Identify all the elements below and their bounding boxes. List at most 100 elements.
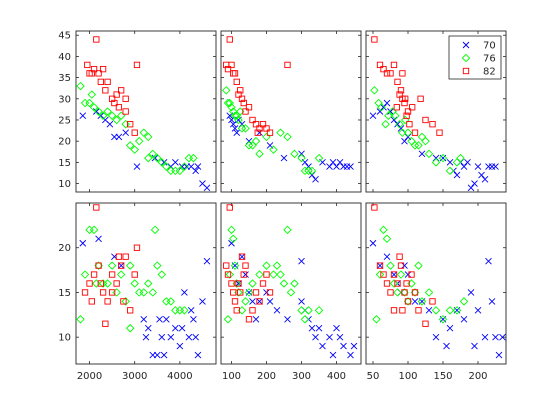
point-group-76 xyxy=(148,288,158,297)
point-group-76 xyxy=(244,141,254,150)
panel-r2-c2: 100 200 300 400 xyxy=(220,202,362,382)
point-group-82 xyxy=(111,99,118,107)
point-group-82 xyxy=(411,289,419,296)
point-group-82 xyxy=(266,129,274,136)
point-group-70 xyxy=(144,324,152,332)
point-group-76 xyxy=(116,270,126,279)
point-group-76 xyxy=(112,115,121,125)
point-group-70 xyxy=(298,150,305,158)
point-group-82 xyxy=(226,204,233,211)
point-group-76 xyxy=(300,166,310,176)
point-group-76 xyxy=(286,288,296,297)
panel-r2-c3: 50 100 150 200 xyxy=(365,202,507,382)
point-group-70 xyxy=(252,315,260,323)
point-group-82 xyxy=(233,78,240,85)
point-group-76 xyxy=(438,315,448,324)
point-group-70 xyxy=(319,342,326,350)
x-tick-label: 300 xyxy=(292,371,311,382)
point-group-70 xyxy=(79,112,87,120)
point-group-70 xyxy=(298,257,305,265)
point-group-70 xyxy=(387,108,394,115)
point-group-76 xyxy=(87,90,97,99)
point-group-70 xyxy=(460,163,468,170)
legend-label-82: 82 xyxy=(483,67,496,78)
point-group-76 xyxy=(153,153,162,163)
point-group-82 xyxy=(233,307,240,314)
point-group-76 xyxy=(157,158,167,167)
point-group-76 xyxy=(157,270,167,279)
point-group-82 xyxy=(404,298,412,305)
point-group-82 xyxy=(266,289,274,296)
point-group-76 xyxy=(395,119,404,129)
point-group-82 xyxy=(436,129,443,136)
point-group-76 xyxy=(381,119,390,129)
point-group-76 xyxy=(431,306,441,315)
point-group-82 xyxy=(95,70,102,77)
point-group-82 xyxy=(396,253,403,260)
point-group-82 xyxy=(88,298,95,305)
point-group-76 xyxy=(456,153,465,163)
point-group-70 xyxy=(172,324,179,332)
point-group-76 xyxy=(414,141,423,150)
point-group-76 xyxy=(283,225,292,235)
point-group-70 xyxy=(167,333,175,341)
point-group-82 xyxy=(93,36,100,43)
point-group-70 xyxy=(326,333,333,341)
point-group-82 xyxy=(93,204,100,211)
point-group-76 xyxy=(189,153,198,163)
x-tick-label: 200 xyxy=(468,371,487,382)
point-group-82 xyxy=(240,271,247,278)
point-group-70 xyxy=(160,351,168,359)
point-group-70 xyxy=(467,184,475,192)
point-group-70 xyxy=(390,116,398,124)
point-group-82 xyxy=(131,129,138,136)
point-group-70 xyxy=(229,120,237,128)
point-group-70 xyxy=(190,315,197,323)
point-group-76 xyxy=(431,158,441,167)
x-tick-label: 150 xyxy=(433,371,452,382)
point-group-82 xyxy=(401,289,408,296)
point-group-76 xyxy=(162,162,171,171)
point-group-82 xyxy=(113,91,120,98)
point-group-76 xyxy=(410,141,420,150)
point-group-70 xyxy=(333,163,340,170)
point-group-76 xyxy=(290,279,299,288)
point-group-76 xyxy=(300,315,310,324)
point-group-76 xyxy=(125,323,135,333)
axes-frame xyxy=(75,30,217,193)
point-group-76 xyxy=(107,261,117,270)
point-group-70 xyxy=(280,154,288,162)
point-group-70 xyxy=(181,289,188,296)
point-group-70 xyxy=(425,307,433,314)
point-group-82 xyxy=(224,271,232,278)
point-group-82 xyxy=(84,61,91,69)
point-group-76 xyxy=(251,136,261,146)
legend-marker-76 xyxy=(461,53,471,63)
point-group-76 xyxy=(384,111,393,120)
point-group-76 xyxy=(153,261,162,270)
point-group-70 xyxy=(347,163,354,170)
point-group-76 xyxy=(144,279,153,288)
point-group-82 xyxy=(231,298,239,305)
point-group-82 xyxy=(429,121,436,128)
point-group-76 xyxy=(377,103,386,112)
point-group-82 xyxy=(245,104,253,111)
point-group-70 xyxy=(397,125,405,132)
point-group-70 xyxy=(499,333,506,341)
point-group-76 xyxy=(227,225,236,235)
point-group-82 xyxy=(86,280,93,287)
panel-r2-c1: 10 15 20 2000 3000 4000 xyxy=(58,202,217,382)
point-group-76 xyxy=(225,98,234,108)
point-group-76 xyxy=(421,136,430,146)
point-group-76 xyxy=(241,297,250,306)
point-group-82 xyxy=(118,87,125,94)
point-group-70 xyxy=(464,159,471,166)
point-group-70 xyxy=(176,342,184,350)
point-group-70 xyxy=(446,159,454,166)
point-group-70 xyxy=(453,171,461,179)
point-group-82 xyxy=(240,99,247,107)
points-layer xyxy=(223,204,358,359)
point-group-76 xyxy=(255,149,264,159)
point-group-76 xyxy=(283,132,292,142)
point-group-70 xyxy=(432,154,440,162)
